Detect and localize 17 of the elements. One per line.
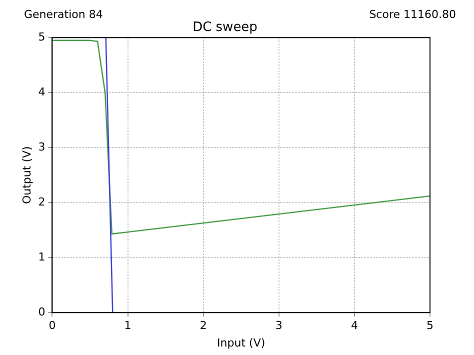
- y-tick-label: 5: [38, 30, 46, 44]
- y-axis-title: Output (V): [20, 146, 34, 204]
- x-axis-title: Input (V): [217, 336, 266, 350]
- y-tick-label: 4: [38, 85, 46, 98]
- x-tick-label: 5: [426, 319, 434, 332]
- x-tick-label: 4: [350, 319, 358, 332]
- x-tick-label: 3: [275, 319, 282, 332]
- y-tick-label: 2: [38, 195, 46, 208]
- text: Generation 84: [24, 8, 103, 21]
- x-tick-label: 1: [124, 319, 132, 332]
- y-tick-label: 0: [38, 305, 46, 318]
- chart-title: DC sweep: [192, 20, 258, 36]
- y-tick-label: 3: [38, 140, 46, 154]
- x-tick-label: 2: [200, 319, 207, 332]
- x-tick-label: 0: [48, 319, 56, 332]
- y-tick-label: 1: [38, 250, 46, 264]
- text: Score 11160.80: [369, 8, 456, 21]
